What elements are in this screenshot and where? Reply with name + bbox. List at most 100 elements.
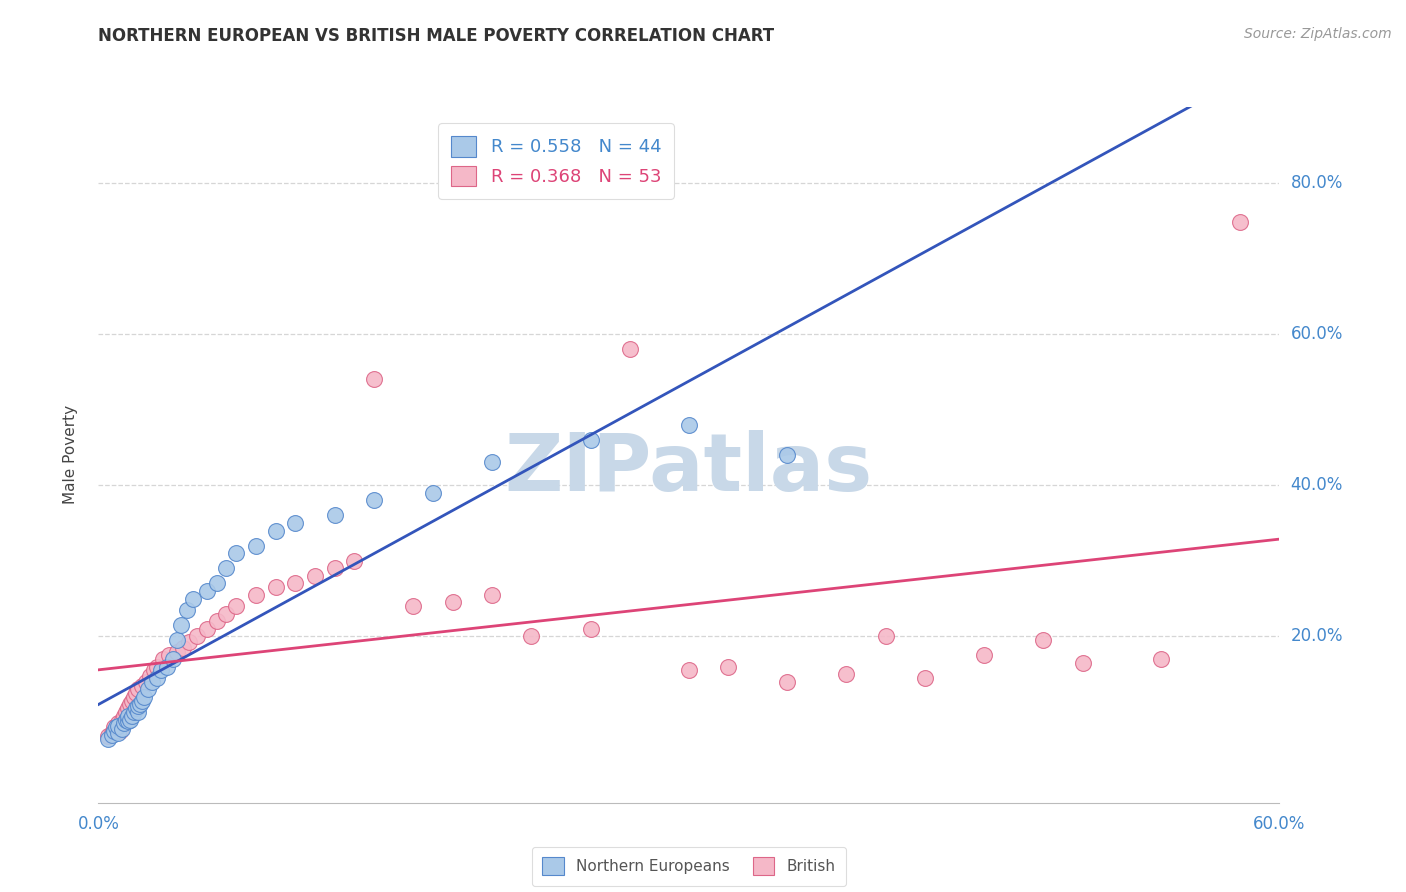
- Point: [118, 713, 141, 727]
- Point: [156, 659, 179, 673]
- Point: [122, 705, 145, 719]
- Point: [195, 584, 218, 599]
- Point: [323, 561, 346, 575]
- Text: ZIPatlas: ZIPatlas: [505, 430, 873, 508]
- Point: [172, 640, 194, 655]
- Point: [914, 671, 936, 685]
- Point: [157, 648, 180, 663]
- Point: [162, 652, 184, 666]
- Point: [225, 599, 247, 614]
- Point: [132, 690, 155, 704]
- Y-axis label: Male Poverty: Male Poverty: [63, 405, 77, 505]
- Point: [343, 554, 366, 568]
- Point: [108, 723, 131, 738]
- Point: [304, 569, 326, 583]
- Point: [101, 726, 124, 740]
- Point: [122, 690, 145, 704]
- Point: [363, 493, 385, 508]
- Point: [97, 729, 120, 743]
- Point: [105, 720, 128, 734]
- Point: [107, 726, 129, 740]
- Point: [1032, 633, 1054, 648]
- Point: [245, 588, 267, 602]
- Point: [150, 664, 173, 678]
- Point: [107, 716, 129, 731]
- Point: [481, 455, 503, 469]
- Text: 40.0%: 40.0%: [1291, 476, 1343, 494]
- Point: [118, 698, 141, 712]
- Point: [141, 674, 163, 689]
- Point: [186, 629, 208, 643]
- Point: [678, 417, 700, 432]
- Point: [166, 633, 188, 648]
- Text: NORTHERN EUROPEAN VS BRITISH MALE POVERTY CORRELATION CHART: NORTHERN EUROPEAN VS BRITISH MALE POVERT…: [98, 27, 775, 45]
- Point: [579, 622, 602, 636]
- Point: [323, 508, 346, 523]
- Text: 60.0%: 60.0%: [1291, 325, 1343, 343]
- Point: [205, 615, 228, 629]
- Point: [177, 635, 200, 649]
- Text: 20.0%: 20.0%: [1291, 627, 1343, 646]
- Point: [103, 720, 125, 734]
- Point: [115, 705, 138, 719]
- Point: [127, 705, 149, 719]
- Point: [152, 652, 174, 666]
- Point: [127, 698, 149, 713]
- Point: [103, 723, 125, 738]
- Point: [776, 448, 799, 462]
- Point: [112, 708, 135, 723]
- Point: [225, 546, 247, 560]
- Point: [135, 674, 157, 689]
- Point: [117, 701, 139, 715]
- Point: [776, 674, 799, 689]
- Point: [166, 644, 188, 658]
- Point: [131, 679, 153, 693]
- Point: [422, 485, 444, 500]
- Point: [215, 561, 238, 575]
- Point: [176, 603, 198, 617]
- Point: [520, 629, 543, 643]
- Point: [619, 342, 641, 356]
- Point: [875, 629, 897, 643]
- Point: [1150, 652, 1173, 666]
- Point: [205, 576, 228, 591]
- Point: [245, 539, 267, 553]
- Point: [1071, 656, 1094, 670]
- Point: [264, 580, 287, 594]
- Point: [125, 686, 148, 700]
- Point: [181, 591, 204, 606]
- Point: [111, 722, 134, 736]
- Point: [138, 669, 160, 683]
- Point: [136, 682, 159, 697]
- Point: [146, 671, 169, 685]
- Point: [835, 667, 858, 681]
- Point: [170, 618, 193, 632]
- Point: [402, 599, 425, 614]
- Point: [195, 622, 218, 636]
- Point: [117, 714, 139, 728]
- Point: [112, 716, 135, 731]
- Point: [107, 719, 129, 733]
- Point: [115, 713, 138, 727]
- Point: [125, 701, 148, 715]
- Text: 80.0%: 80.0%: [1291, 174, 1343, 192]
- Point: [441, 595, 464, 609]
- Legend: Northern Europeans, British: Northern Europeans, British: [531, 847, 846, 886]
- Point: [264, 524, 287, 538]
- Point: [128, 698, 150, 712]
- Point: [678, 664, 700, 678]
- Point: [717, 659, 740, 673]
- Point: [579, 433, 602, 447]
- Point: [973, 648, 995, 663]
- Point: [363, 372, 385, 386]
- Point: [117, 708, 139, 723]
- Point: [146, 659, 169, 673]
- Point: [1229, 215, 1251, 229]
- Point: [121, 694, 143, 708]
- Text: Source: ZipAtlas.com: Source: ZipAtlas.com: [1244, 27, 1392, 41]
- Point: [121, 708, 143, 723]
- Point: [284, 516, 307, 530]
- Point: [127, 682, 149, 697]
- Point: [111, 713, 134, 727]
- Point: [101, 728, 124, 742]
